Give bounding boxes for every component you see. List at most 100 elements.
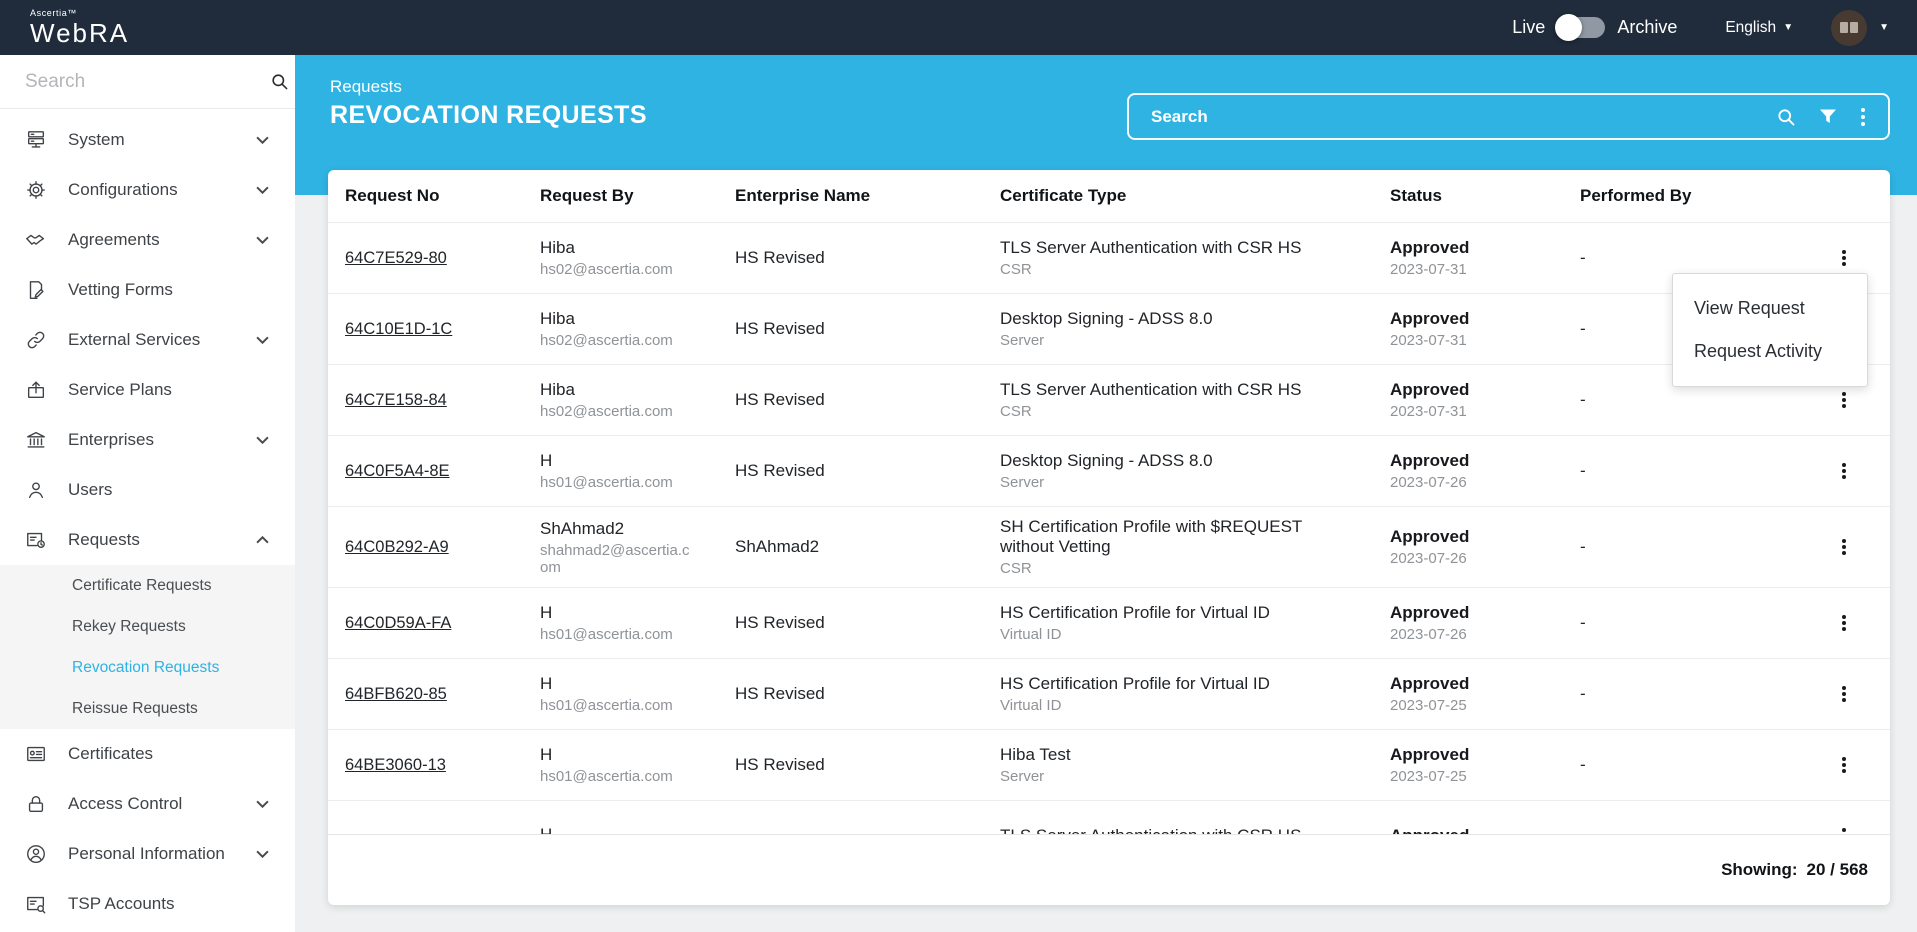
sidebar-item-label: Service Plans	[68, 380, 172, 399]
row-actions-kebab-icon[interactable]	[1836, 822, 1852, 834]
sidebar-search-input[interactable]	[25, 70, 270, 93]
request-by-email: hs01@ascertia.com	[540, 626, 673, 643]
chevron-down-icon	[256, 800, 269, 808]
sidebar-item-external-services[interactable]: External Services	[0, 315, 295, 365]
row-actions-kebab-icon[interactable]	[1836, 386, 1852, 414]
sidebar-item-personal-information[interactable]: Personal Information	[0, 829, 295, 879]
status-badge: Approved	[1390, 527, 1470, 546]
live-archive-toggle[interactable]	[1555, 14, 1606, 41]
table-row: 64C7E158-84 Hiba hs02@ascertia.com HS Rev…	[328, 364, 1890, 435]
request-no-link[interactable]: 64C7E158-84	[345, 390, 447, 409]
request-by-email: hs01@ascertia.com	[540, 474, 673, 491]
sidebar-item-label: TSP Accounts	[68, 894, 175, 913]
certificate-type: SH Certification Profile with $REQUEST w…	[1000, 517, 1303, 556]
performed-by: -	[1580, 684, 1586, 703]
row-actions-kebab-icon[interactable]	[1836, 533, 1852, 561]
menu-item-view-request[interactable]: View Request	[1694, 298, 1805, 318]
top-navbar: Ascertia™ WebRA Live Archive English ▼ ▼	[0, 0, 1917, 55]
gear-icon	[27, 181, 45, 199]
status-badge: Approved	[1390, 745, 1470, 764]
status-badge: Approved	[1390, 309, 1470, 328]
request-no-link[interactable]: 64C0D59A-FA	[345, 613, 452, 632]
sidebar-item-label: Enterprises	[68, 430, 154, 449]
status-date: 2023-07-25	[1390, 697, 1467, 714]
link-icon	[27, 331, 45, 349]
row-actions-kebab-icon[interactable]	[1836, 244, 1852, 272]
enterprise-name: HS Revised	[735, 248, 825, 267]
sidebar-item-rekey-requests[interactable]: Rekey Requests	[72, 617, 186, 635]
sidebar-item-label: External Services	[68, 330, 201, 349]
certificate-subtype: CSR	[1000, 261, 1032, 278]
table-row: 64C0B292-A9 ShAhmad2 shahmad2@ascertia.co…	[328, 506, 1890, 587]
status-badge: Approved	[1390, 238, 1470, 257]
sidebar-item-service-plans[interactable]: Service Plans	[0, 365, 295, 415]
status-badge: Approved	[1390, 451, 1470, 470]
menu-item-request-activity[interactable]: Request Activity	[1694, 341, 1823, 361]
enterprise-name: HS Revised	[735, 390, 825, 409]
logo-ascertia: Ascertia™	[30, 8, 77, 18]
sidebar-item-system[interactable]: System	[0, 115, 295, 165]
filter-icon[interactable]	[1818, 107, 1838, 127]
column-header: Status	[1390, 186, 1442, 205]
sidebar-item-requests[interactable]: Requests	[0, 515, 295, 565]
performed-by: -	[1580, 390, 1586, 409]
certificate-type: HS Certification Profile for Virtual ID	[1000, 674, 1270, 693]
request-by-email: hs02@ascertia.com	[540, 261, 673, 278]
chevron-down-icon	[256, 436, 269, 444]
performed-by: -	[1580, 461, 1586, 480]
app-logo: Ascertia™ WebRA	[0, 8, 129, 47]
language-dropdown[interactable]: English ▼	[1725, 19, 1793, 37]
sidebar-item-label: Agreements	[68, 230, 160, 249]
sidebar-item-revocation-requests[interactable]: Revocation Requests	[72, 658, 220, 676]
box-arrow-icon	[27, 381, 45, 399]
status-date: 2023-07-31	[1390, 261, 1467, 278]
performed-by: -	[1580, 613, 1586, 632]
request-no-link[interactable]: 64C0B292-A9	[345, 537, 449, 556]
request-by-email: hs02@ascertia.com	[540, 403, 673, 420]
handshake-icon	[26, 234, 45, 245]
performed-by: -	[1580, 248, 1586, 267]
row-actions-kebab-icon[interactable]	[1836, 680, 1852, 708]
sidebar-item-configurations[interactable]: Configurations	[0, 165, 295, 215]
request-card-icon	[27, 532, 45, 549]
sidebar-item-access-control[interactable]: Access Control	[0, 779, 295, 829]
toggle-knob	[1555, 14, 1583, 41]
request-no-link[interactable]: 64BFB620-85	[345, 684, 447, 703]
row-actions-kebab-icon[interactable]	[1836, 609, 1852, 637]
column-header: Request No	[345, 186, 440, 205]
page-title: REVOCATION REQUESTS	[330, 101, 647, 129]
row-actions-kebab-icon[interactable]	[1836, 751, 1852, 779]
sidebar-item-agreements[interactable]: Agreements	[0, 215, 295, 265]
search-icon[interactable]	[1776, 107, 1796, 127]
kebab-menu-icon[interactable]	[1860, 107, 1866, 127]
certificate-subtype: Server	[1000, 332, 1045, 349]
certificate-subtype: Server	[1000, 768, 1045, 785]
sidebar-item-reissue-requests[interactable]: Reissue Requests	[72, 699, 198, 717]
sidebar-item-enterprises[interactable]: Enterprises	[0, 415, 295, 465]
table-row: H TLS Server Authentication with CSR HS …	[328, 800, 1890, 834]
sidebar-item-label: Vetting Forms	[68, 280, 173, 299]
row-actions-kebab-icon[interactable]	[1836, 457, 1852, 485]
user-menu[interactable]: ▼	[1831, 9, 1889, 46]
sidebar-item-users[interactable]: Users	[0, 465, 295, 515]
table-footer: Showing: 20 / 568	[328, 835, 1890, 904]
sidebar-item-certificates[interactable]: Certificates	[0, 729, 295, 779]
status-badge: Approved	[1390, 826, 1548, 834]
request-by-email: hs01@ascertia.com	[540, 697, 673, 714]
request-no-link[interactable]: 64C7E529-80	[345, 248, 447, 267]
sidebar-item-certificate-requests[interactable]: Certificate Requests	[72, 576, 212, 594]
sidebar-item-label: Access Control	[68, 794, 183, 813]
card-search-icon	[27, 896, 46, 914]
sidebar-item-tsp-accounts[interactable]: TSP Accounts	[0, 879, 295, 929]
table-search-input[interactable]	[1129, 106, 1776, 127]
request-no-link[interactable]: 64C0F5A4-8E	[345, 461, 450, 480]
certificate-subtype: Virtual ID	[1000, 626, 1062, 643]
user-icon	[28, 482, 44, 499]
sidebar-item-label: Certificates	[68, 744, 154, 763]
request-no-link[interactable]: 64C10E1D-1C	[345, 319, 453, 338]
request-by-name: Hiba	[540, 380, 575, 399]
request-no-link[interactable]: 64BE3060-13	[345, 755, 446, 774]
sidebar-item-vetting-forms[interactable]: Vetting Forms	[0, 265, 295, 315]
